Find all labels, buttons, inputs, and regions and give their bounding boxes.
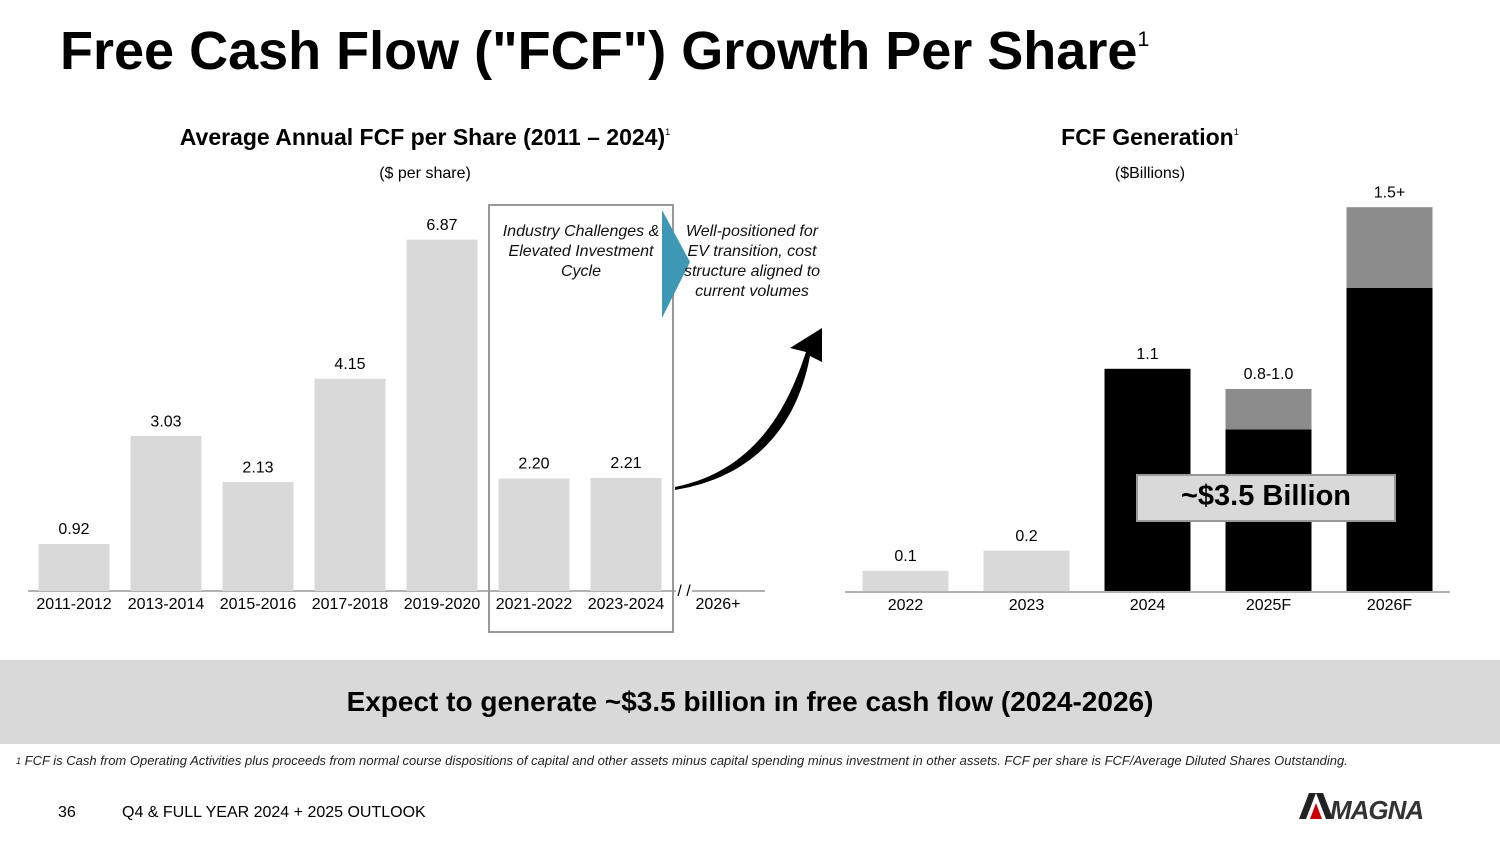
banner: Expect to generate ~$3.5 billion in free… — [346, 686, 1154, 717]
x-tick-label: 2023 — [1009, 597, 1045, 614]
chart-title: Average Annual FCF per Share (2011 – 202… — [100, 124, 750, 151]
x-tick-label: 2017-2018 — [312, 596, 389, 613]
value-label: 1.5+ — [1374, 184, 1406, 201]
bar — [406, 239, 478, 592]
footnote: 1 FCF is Cash from Operating Activities … — [16, 752, 1456, 770]
bar — [38, 543, 110, 591]
value-label: 2.20 — [518, 456, 549, 473]
chart-subtitle: ($Billions) — [1114, 165, 1186, 182]
bar-segment — [1225, 389, 1312, 430]
bar — [590, 477, 662, 591]
value-label: 6.87 — [426, 217, 457, 234]
value-label: 0.92 — [58, 521, 89, 538]
callout-box — [1136, 474, 1396, 522]
logo: MAGNA — [1330, 795, 1424, 825]
annotation: Well-positioned for EV transition, cost … — [683, 223, 821, 300]
callout: ~$3.5 Billion — [1180, 480, 1352, 512]
x-tick-label: 2025F — [1246, 597, 1292, 614]
bar — [314, 378, 386, 591]
footer-text: Q4 & FULL YEAR 2024 + 2025 OUTLOOK — [122, 804, 426, 821]
value-label: 1.1 — [1136, 346, 1158, 363]
bar — [498, 478, 570, 591]
x-tick-label: 2022 — [888, 597, 924, 614]
logo-icon — [1299, 793, 1333, 819]
x-tick-label: 2019-2020 — [404, 596, 481, 613]
x-tick-label: 2026+ — [696, 596, 741, 613]
chart-title-note: 1 — [665, 126, 671, 137]
bar-segment — [862, 570, 949, 591]
value-label: 3.03 — [150, 413, 181, 430]
x-tick-label: 2011-2012 — [36, 596, 111, 613]
x-tick-label: 2015-2016 — [220, 596, 297, 613]
x-tick-label: 2013-2014 — [128, 596, 205, 613]
x-tick-label: 2024 — [1130, 597, 1166, 614]
bar — [222, 482, 294, 591]
bar-segment — [1346, 288, 1433, 591]
title-text: Free Cash Flow ("FCF") Growth Per Share — [60, 21, 1138, 81]
bar — [130, 436, 202, 591]
page-number: 36 — [58, 804, 76, 821]
title-note: 1 — [1137, 26, 1150, 52]
value-label: 0.2 — [1015, 528, 1037, 545]
x-tick-label: 2023-2024 — [588, 596, 665, 613]
slide-title: Free Cash Flow ("FCF") Growth Per Share1 — [60, 20, 1149, 82]
value-label: 0.8-1.0 — [1244, 366, 1294, 383]
bar-segment — [983, 550, 1070, 591]
banner-bg — [0, 660, 1500, 744]
chart-title-text: FCF Generation — [1061, 124, 1234, 150]
arrow — [675, 328, 822, 490]
value-label: 4.15 — [334, 356, 365, 373]
chart-title: FCF Generation1 — [900, 124, 1400, 151]
value-label: 2.21 — [610, 455, 641, 472]
annotation: Industry Challenges & Elevated Investmen… — [502, 223, 660, 280]
chevron — [662, 210, 690, 318]
x-tick-label: 2026F — [1367, 597, 1413, 614]
axis-break: / / — [677, 583, 691, 600]
bar-segment — [1346, 207, 1433, 288]
value-label: 0.1 — [894, 548, 916, 565]
value-label: 2.13 — [242, 459, 273, 476]
chart-title-note: 1 — [1233, 126, 1239, 137]
chart-subtitle: ($ per share) — [379, 165, 471, 182]
x-tick-label: 2021-2022 — [496, 596, 573, 613]
highlight-box — [488, 204, 674, 633]
chart-title-text: Average Annual FCF per Share (2011 – 202… — [179, 124, 666, 150]
footnote-marker: 1 — [16, 756, 22, 766]
footnote-text: FCF is Cash from Operating Activities pl… — [24, 753, 1348, 768]
